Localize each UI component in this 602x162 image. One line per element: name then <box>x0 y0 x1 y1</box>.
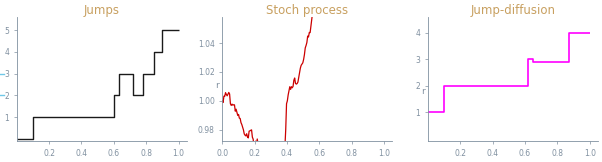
Text: r: r <box>216 81 219 90</box>
Text: r: r <box>421 87 424 96</box>
Title: Stoch process: Stoch process <box>266 4 349 17</box>
Title: Jump-diffusion: Jump-diffusion <box>470 4 556 17</box>
Title: Jumps: Jumps <box>84 4 120 17</box>
